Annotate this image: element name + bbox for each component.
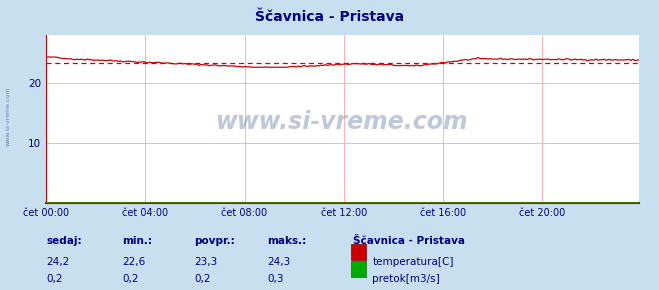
- Text: 0,2: 0,2: [194, 274, 211, 284]
- Text: 0,2: 0,2: [122, 274, 138, 284]
- Text: temperatura[C]: temperatura[C]: [372, 257, 454, 267]
- Text: Ščavnica - Pristava: Ščavnica - Pristava: [353, 236, 465, 246]
- Text: pretok[m3/s]: pretok[m3/s]: [372, 274, 440, 284]
- Text: Ščavnica - Pristava: Ščavnica - Pristava: [255, 10, 404, 24]
- Text: min.:: min.:: [122, 236, 152, 246]
- Text: 0,2: 0,2: [46, 274, 63, 284]
- Text: 0,3: 0,3: [267, 274, 283, 284]
- Text: 24,3: 24,3: [267, 257, 290, 267]
- Text: povpr.:: povpr.:: [194, 236, 235, 246]
- Text: maks.:: maks.:: [267, 236, 306, 246]
- Text: 22,6: 22,6: [122, 257, 145, 267]
- Text: 24,2: 24,2: [46, 257, 69, 267]
- Text: www.si-vreme.com: www.si-vreme.com: [216, 110, 469, 134]
- Text: www.si-vreme.com: www.si-vreme.com: [5, 86, 11, 146]
- Text: sedaj:: sedaj:: [46, 236, 82, 246]
- Text: 23,3: 23,3: [194, 257, 217, 267]
